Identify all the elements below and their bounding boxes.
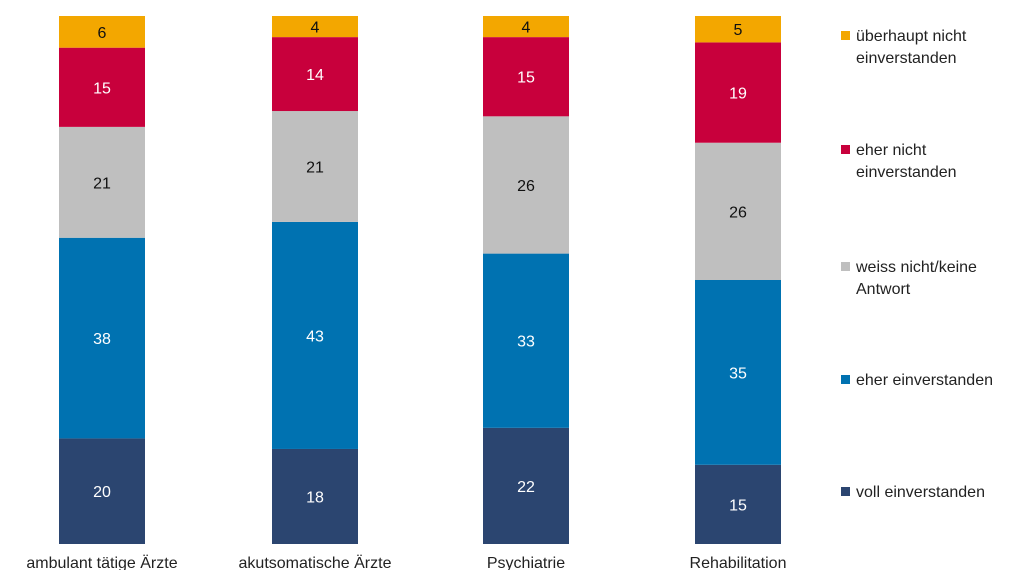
legend: überhaupt nicht einverstanden eher nicht ei…: [841, 28, 993, 501]
data-label-0-1: 38: [93, 331, 111, 348]
data-label-1-4: 4: [311, 20, 320, 37]
bar-segment-0-4: [59, 16, 145, 48]
legend-swatch-1: [841, 145, 850, 154]
bars-layer: 20 38 21 15 6 18 43 21 14 4 22 33 26 15 4 15 35 26 19 5: [59, 16, 781, 544]
bar-segment-1-0: [272, 448, 358, 544]
bar-segment-1-3: [272, 37, 358, 112]
bar-segment-0-3: [59, 47, 145, 127]
data-label-3-1: 35: [729, 365, 747, 382]
data-label-3-0: 15: [729, 497, 747, 514]
bar-segment-3-1: [695, 280, 781, 465]
legend-swatch-3: [841, 375, 850, 384]
bar-segment-2-4: [483, 16, 569, 38]
bar-segment-2-1: [483, 253, 569, 428]
bar-segment-0-1: [59, 237, 145, 439]
legend-label-2: weiss nicht/keine Antwort: [855, 259, 977, 298]
legend-swatch-2: [841, 262, 850, 271]
data-label-3-4: 5: [734, 22, 743, 39]
category-label-0: ambulant tätige Ärzte: [26, 554, 177, 570]
bar-segment-2-3: [483, 37, 569, 117]
data-label-1-1: 43: [306, 328, 324, 345]
data-label-1-2: 21: [306, 159, 324, 176]
data-label-2-3: 15: [517, 70, 535, 87]
bar-segment-0-2: [59, 126, 145, 238]
data-label-1-3: 14: [306, 67, 324, 84]
bar-segment-1-1: [272, 221, 358, 449]
category-label-3: Rehabilitation: [690, 555, 787, 570]
category-label-1: akutsomatische Ärzte: [239, 554, 392, 570]
data-label-3-2: 26: [729, 204, 747, 221]
bar-segment-2-0: [483, 427, 569, 544]
category-labels: ambulant tätige Ärzte akutsomatische Ärzt…: [26, 554, 786, 570]
bar-segment-0-0: [59, 438, 145, 544]
data-label-2-1: 33: [517, 334, 535, 351]
data-label-0-0: 20: [93, 484, 111, 501]
data-label-0-3: 15: [93, 80, 111, 97]
legend-label-3: eher einverstanden: [856, 372, 993, 389]
legend-label-1: eher nicht einverstanden: [856, 142, 957, 181]
bar-segment-3-4: [695, 16, 781, 43]
bar-segment-3-3: [695, 42, 781, 143]
bar-segment-3-2: [695, 142, 781, 280]
legend-label-4: voll einverstanden: [856, 484, 985, 501]
legend-label-0: überhaupt nicht einverstanden: [856, 28, 967, 67]
data-label-0-4: 6: [98, 25, 107, 42]
bar-segment-2-2: [483, 116, 569, 254]
data-label-0-2: 21: [93, 175, 111, 192]
bar-segment-3-0: [695, 464, 781, 544]
data-label-1-0: 18: [306, 489, 324, 506]
bar-segment-1-4: [272, 16, 358, 38]
legend-swatch-0: [841, 31, 850, 40]
data-label-2-0: 22: [517, 479, 535, 496]
data-label-2-4: 4: [522, 20, 531, 37]
data-label-2-2: 26: [517, 178, 535, 195]
category-label-2: Psychiatrie: [487, 555, 565, 570]
legend-swatch-4: [841, 487, 850, 496]
bar-segment-1-2: [272, 111, 358, 222]
data-label-3-3: 19: [729, 86, 747, 103]
